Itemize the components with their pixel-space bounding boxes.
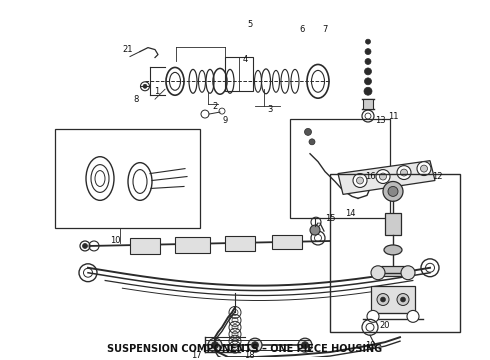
Circle shape	[365, 49, 371, 55]
Bar	[225, 236, 255, 251]
Text: 20: 20	[380, 321, 390, 330]
Circle shape	[371, 266, 385, 280]
Bar	[290, 119, 390, 218]
Circle shape	[383, 181, 403, 201]
Bar	[330, 174, 460, 332]
Circle shape	[397, 293, 409, 306]
Circle shape	[379, 173, 387, 180]
Circle shape	[251, 342, 259, 348]
Circle shape	[388, 186, 398, 196]
Circle shape	[420, 165, 427, 172]
Circle shape	[298, 338, 312, 352]
Circle shape	[304, 129, 312, 135]
Circle shape	[400, 297, 406, 302]
Circle shape	[376, 170, 390, 184]
Bar	[381, 266, 405, 276]
Circle shape	[377, 293, 389, 306]
Circle shape	[400, 169, 408, 176]
Text: SUSPENSION COMPONENTS – ONE PIECE HOUSING: SUSPENSION COMPONENTS – ONE PIECE HOUSIN…	[107, 344, 383, 354]
Bar	[371, 285, 415, 314]
Circle shape	[397, 166, 411, 180]
Text: 10: 10	[110, 235, 120, 244]
Text: 11: 11	[388, 112, 398, 121]
Circle shape	[367, 310, 379, 322]
Text: 8: 8	[133, 95, 139, 104]
Text: 15: 15	[325, 214, 335, 223]
Bar	[385, 213, 401, 235]
Bar	[55, 129, 200, 228]
Bar	[175, 237, 210, 253]
Circle shape	[82, 243, 88, 248]
Circle shape	[365, 78, 371, 85]
Circle shape	[212, 342, 219, 348]
Circle shape	[364, 87, 372, 95]
Text: 19: 19	[365, 341, 375, 350]
Text: 6: 6	[299, 25, 305, 34]
Circle shape	[309, 139, 315, 145]
Text: 17: 17	[191, 351, 201, 360]
Bar	[272, 235, 302, 249]
Bar	[130, 238, 160, 254]
Bar	[363, 99, 373, 109]
Text: 7: 7	[322, 25, 328, 34]
Text: 12: 12	[432, 172, 442, 181]
Circle shape	[357, 177, 364, 184]
Ellipse shape	[384, 245, 402, 255]
Circle shape	[366, 39, 370, 44]
Bar	[225, 57, 253, 91]
Circle shape	[208, 338, 222, 352]
Text: 16: 16	[365, 172, 375, 181]
Circle shape	[143, 84, 147, 88]
Circle shape	[365, 59, 371, 64]
Circle shape	[407, 310, 419, 322]
Text: 18: 18	[244, 351, 254, 360]
Circle shape	[310, 225, 320, 235]
Text: 3: 3	[268, 105, 273, 114]
Text: 2: 2	[212, 102, 218, 111]
Circle shape	[353, 174, 367, 188]
Circle shape	[301, 342, 309, 348]
Text: 13: 13	[375, 117, 385, 126]
Circle shape	[417, 162, 431, 176]
Text: 4: 4	[243, 55, 247, 64]
Text: 9: 9	[222, 117, 228, 126]
Text: 14: 14	[345, 209, 355, 218]
Text: 21: 21	[123, 45, 133, 54]
Circle shape	[381, 297, 386, 302]
Circle shape	[365, 68, 371, 75]
Polygon shape	[338, 161, 435, 194]
Circle shape	[248, 338, 262, 352]
Text: 5: 5	[247, 20, 253, 29]
Text: 1: 1	[154, 87, 160, 96]
Circle shape	[401, 266, 415, 280]
